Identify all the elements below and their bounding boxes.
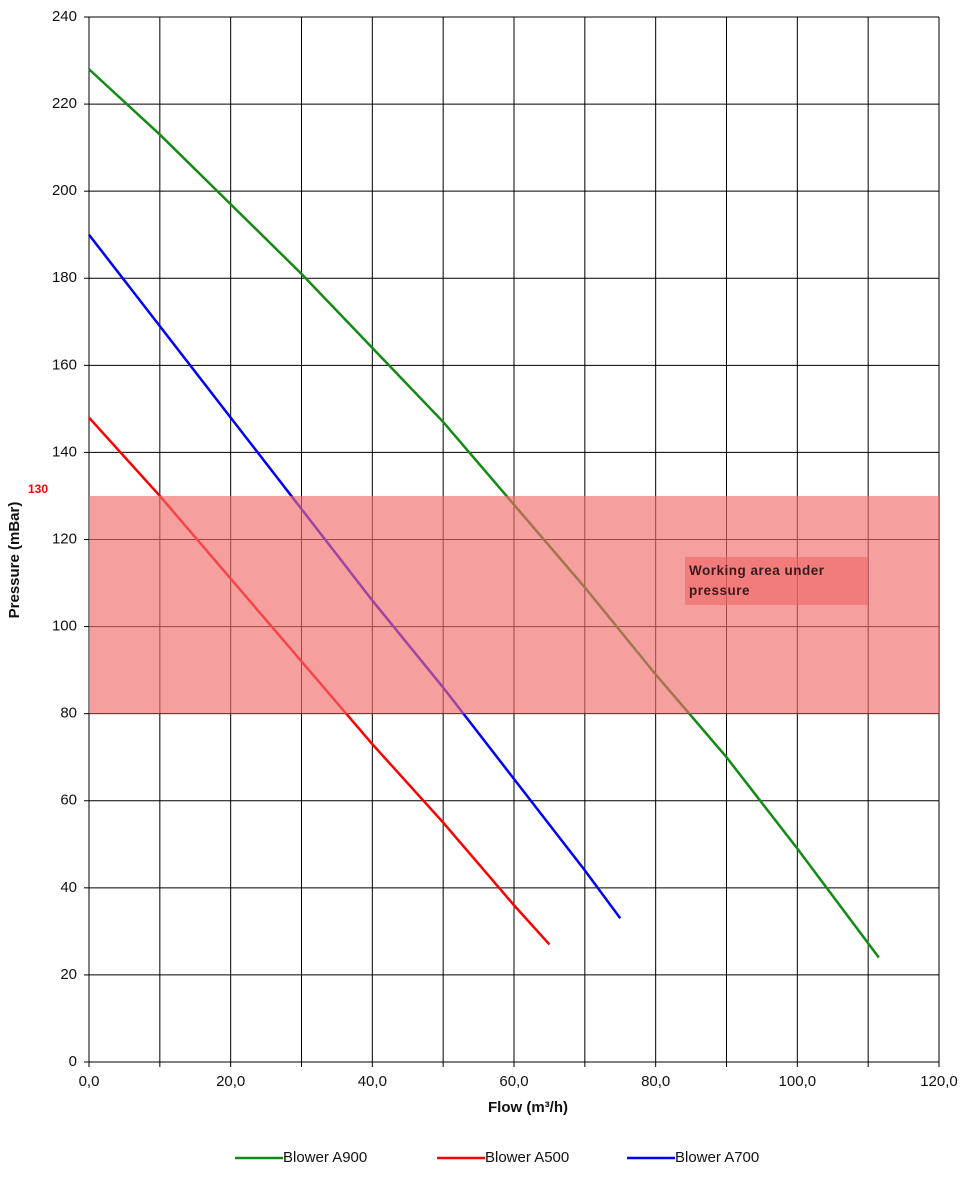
y-tick-label: 100 bbox=[52, 618, 77, 635]
y-tick-label: 160 bbox=[52, 356, 77, 373]
legend-label: Blower A500 bbox=[485, 1149, 569, 1166]
y-tick-label: 220 bbox=[52, 95, 77, 112]
y-tick-label: 80 bbox=[60, 705, 77, 722]
y-tick-label: 120 bbox=[52, 530, 77, 547]
y-axis-title: Pressure (mBar) bbox=[6, 502, 23, 619]
legend-label: Blower A700 bbox=[675, 1149, 759, 1166]
y-tick-label: 0 bbox=[69, 1053, 77, 1070]
x-axis-title: Flow (m³/h) bbox=[488, 1099, 568, 1116]
x-tick-label: 20,0 bbox=[216, 1073, 245, 1090]
x-tick-label: 40,0 bbox=[358, 1073, 387, 1090]
y-tick-label: 40 bbox=[60, 879, 77, 896]
x-tick-label: 120,0 bbox=[920, 1073, 958, 1090]
band-limit-label: 130 bbox=[28, 482, 48, 496]
series-line bbox=[88, 68, 880, 959]
x-tick-label: 80,0 bbox=[641, 1073, 670, 1090]
y-tick-label: 240 bbox=[52, 8, 77, 25]
x-tick-label: 0,0 bbox=[79, 1073, 100, 1090]
band-annotation: Working area under pressure bbox=[685, 557, 868, 605]
y-tick-label: 140 bbox=[52, 443, 77, 460]
legend-label: Blower A900 bbox=[283, 1149, 367, 1166]
y-tick-label: 60 bbox=[60, 792, 77, 809]
y-tick-label: 20 bbox=[60, 966, 77, 983]
y-tick-label: 200 bbox=[52, 182, 77, 199]
x-tick-label: 100,0 bbox=[779, 1073, 817, 1090]
x-tick-label: 60,0 bbox=[499, 1073, 528, 1090]
y-tick-label: 180 bbox=[52, 269, 77, 286]
